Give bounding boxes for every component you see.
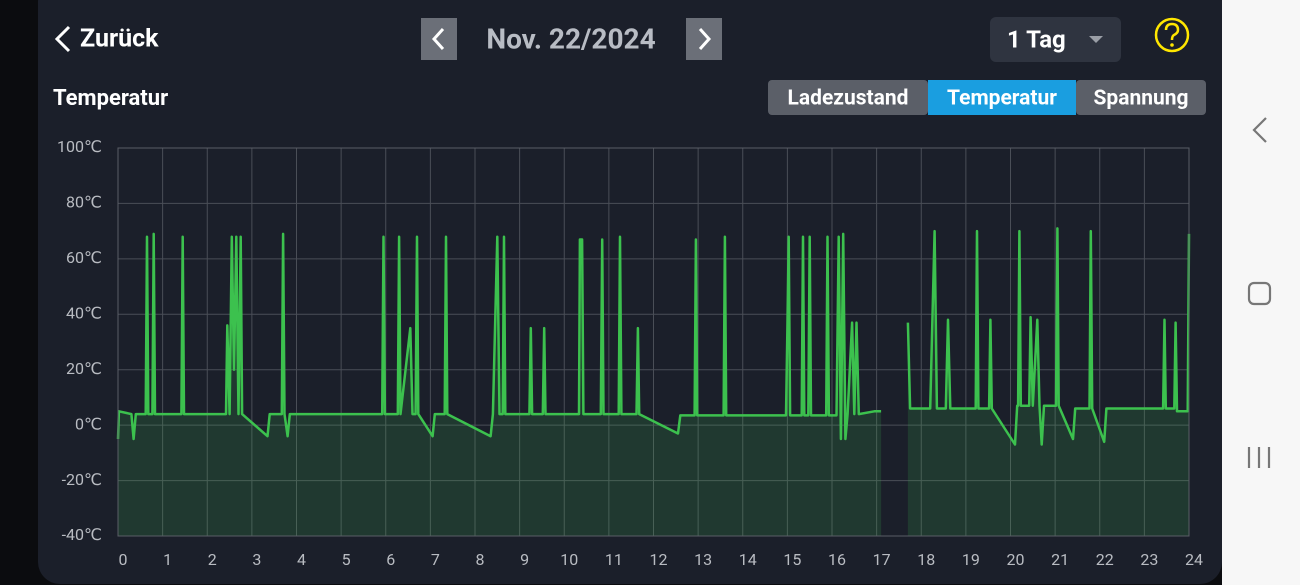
tab-label: Temperatur [947, 87, 1057, 111]
nav-bar [1222, 0, 1300, 585]
dropdown-arrow [1089, 36, 1103, 43]
help-icon [1164, 22, 1180, 41]
back-icon[interactable] [54, 25, 71, 53]
y-tick-label: 0℃ [75, 414, 102, 433]
x-tick-label: 10 [560, 550, 578, 569]
y-tick-label: 40℃ [66, 304, 102, 323]
x-tick-label: 18 [917, 550, 935, 569]
date-label: Nov. 22/2024 [486, 22, 655, 55]
x-tick-label: 12 [650, 550, 668, 569]
x-tick-label: 22 [1096, 550, 1114, 569]
nav-recent[interactable] [1247, 447, 1271, 468]
x-tick-label: 6 [386, 550, 395, 569]
x-tick-label: 21 [1051, 550, 1069, 569]
tab-label: Ladezustand [788, 87, 909, 111]
range-dropdown[interactable] [990, 17, 1121, 62]
prev-day[interactable] [421, 18, 457, 60]
y-tick-label: 100℃ [57, 137, 102, 156]
x-tick-label: 15 [783, 550, 801, 569]
x-tick-label: 20 [1007, 550, 1025, 569]
y-tick-label: -40℃ [62, 525, 102, 544]
x-tick-label: 9 [520, 550, 529, 569]
x-tick-label: 19 [962, 550, 980, 569]
range-label: 1 Tag [1007, 25, 1066, 53]
nav-back[interactable] [1252, 117, 1267, 143]
prev-icon [431, 27, 445, 51]
x-tick-label: 8 [476, 550, 485, 569]
x-tick-label: 23 [1140, 550, 1158, 569]
area [118, 228, 1189, 536]
chart-title: Temperatur [53, 86, 168, 111]
x-tick-label: 0 [119, 550, 128, 569]
back-button[interactable]: Zurück [80, 25, 159, 54]
x-tick-label: 7 [431, 550, 440, 569]
x-tick-label: 11 [605, 550, 623, 569]
next-day[interactable] [686, 18, 722, 60]
app-panel [38, 0, 1222, 584]
y-tick-label: 60℃ [66, 248, 102, 267]
tab[interactable] [928, 80, 1076, 115]
help-icon-dot [1170, 43, 1174, 47]
tab[interactable] [768, 80, 928, 115]
next-icon [698, 27, 712, 51]
help-button[interactable] [1154, 17, 1190, 53]
tabs: Ladezustand Temperatur Spannung [768, 80, 1206, 115]
nav-home[interactable] [1247, 281, 1272, 306]
x-tick-label: 3 [252, 550, 261, 569]
x-tick-label: 14 [739, 550, 757, 569]
x-tick-label: 2 [208, 550, 217, 569]
x-tick-label: 24 [1185, 550, 1203, 569]
x-tick-label: 1 [163, 550, 172, 569]
y-tick-label: -20℃ [62, 470, 102, 489]
x-tick-label: 5 [342, 550, 351, 569]
y-tick-label: 20℃ [66, 359, 102, 378]
tab[interactable] [1076, 80, 1206, 115]
x-tick-label: 16 [828, 550, 846, 569]
x-tick-label: 4 [297, 550, 306, 569]
plot-frame [117, 147, 1190, 537]
x-tick-label: 13 [694, 550, 712, 569]
line [116, 227, 1191, 446]
x-tick-label: 17 [873, 550, 891, 569]
y-tick-label: 80℃ [66, 193, 102, 212]
tab-label: Spannung [1093, 87, 1188, 111]
